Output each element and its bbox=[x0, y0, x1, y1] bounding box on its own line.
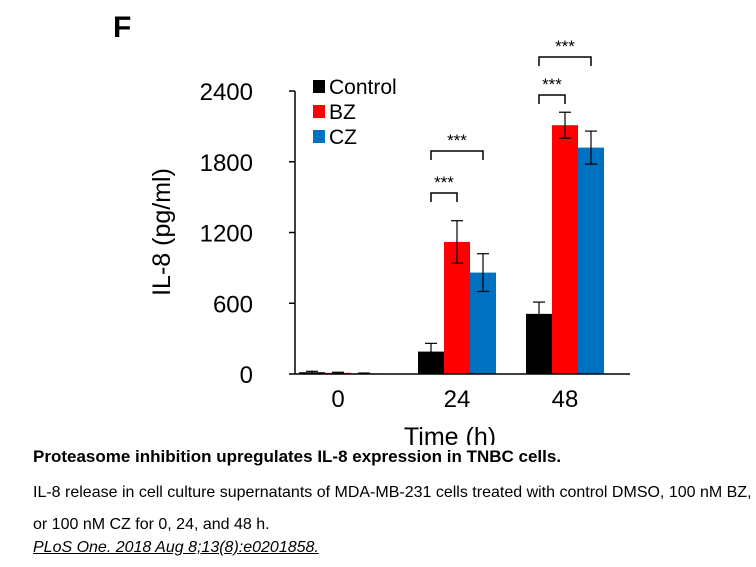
y-tick-label: 1200 bbox=[200, 221, 253, 248]
panel-label: F bbox=[113, 11, 131, 44]
legend-label-control: Control bbox=[329, 76, 397, 99]
bar-control-24h bbox=[418, 351, 444, 374]
legend-swatch-cz bbox=[313, 130, 325, 143]
significance-bracket bbox=[430, 150, 484, 160]
y-tick-label: 1800 bbox=[200, 150, 253, 177]
caption-description: IL-8 release in cell culture supernatant… bbox=[33, 484, 752, 533]
significance-label: *** bbox=[434, 173, 454, 192]
bar-cz-48h bbox=[578, 147, 604, 374]
caption-title: Proteasome inhibition upregulates IL-8 e… bbox=[33, 447, 562, 466]
significance-label: *** bbox=[555, 37, 575, 56]
caption-reference-link[interactable]: PLoS One. 2018 Aug 8;13(8):e0201858. bbox=[33, 539, 319, 556]
x-axis-label: Time (h) bbox=[404, 423, 496, 445]
significance-bracket bbox=[538, 94, 566, 104]
y-tick-label: 600 bbox=[213, 291, 253, 318]
significance-brackets: *** *** *** *** bbox=[430, 37, 592, 202]
y-tick-label: 2400 bbox=[200, 79, 253, 106]
x-tick-label: 24 bbox=[444, 386, 471, 413]
legend-label-bz: BZ bbox=[329, 101, 356, 124]
legend-label-cz: CZ bbox=[329, 126, 357, 149]
significance-bracket bbox=[430, 192, 458, 202]
legend-swatch-control bbox=[313, 80, 325, 93]
bar-chart: F IL-8 (pg/ml) Time (h) 0600120018002400… bbox=[113, 11, 630, 445]
y-axis-label: IL-8 (pg/ml) bbox=[148, 168, 176, 296]
legend-swatch-bz bbox=[313, 105, 325, 118]
bars bbox=[299, 111, 604, 375]
significance-bracket bbox=[538, 56, 592, 66]
significance-label: *** bbox=[542, 75, 562, 94]
significance-label: *** bbox=[447, 131, 467, 150]
bar-bz-48h bbox=[552, 125, 578, 374]
bar-bz-24h bbox=[444, 241, 470, 374]
x-tick-label: 0 bbox=[331, 386, 344, 413]
x-tick-label: 48 bbox=[552, 386, 579, 413]
axis-ticks: 0 600 1200 1800 2400 0 24 48 bbox=[200, 79, 579, 413]
y-tick-label: 0 bbox=[240, 362, 253, 389]
